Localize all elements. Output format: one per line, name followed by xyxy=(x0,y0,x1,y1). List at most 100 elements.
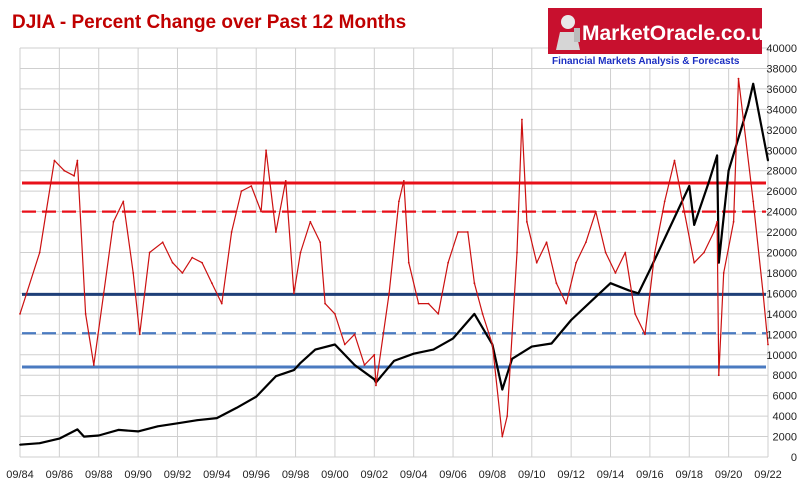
series-1-point-20 xyxy=(201,261,203,264)
series-1-point-36 xyxy=(343,343,346,346)
series-1-point-13 xyxy=(132,272,135,274)
series-0-point-41 xyxy=(708,181,710,183)
series-0-point-12 xyxy=(235,407,238,409)
series-1-point-68 xyxy=(624,251,627,254)
series-1-point-65 xyxy=(594,210,597,213)
series-1-point-17 xyxy=(171,261,174,264)
series-0-point-10 xyxy=(196,419,199,422)
series-0-point-14 xyxy=(274,375,277,378)
series-1-point-1 xyxy=(25,292,28,295)
series-1-point-57 xyxy=(521,118,523,121)
series-0-point-43 xyxy=(717,261,720,264)
series-0-point-31 xyxy=(550,342,553,345)
series-0-point-5 xyxy=(97,434,100,437)
y-tick-label-13: 26000 xyxy=(766,186,797,198)
y-tick-label-7: 14000 xyxy=(766,309,797,321)
series-1-point-46 xyxy=(427,302,430,305)
series-1-point-81 xyxy=(732,220,735,223)
series-1-point-2 xyxy=(38,251,41,254)
series-0-point-20 xyxy=(373,378,376,381)
series-1-point-55 xyxy=(506,415,509,417)
y-tick-label-11: 22000 xyxy=(766,227,797,239)
x-tick-label-11: 09/06 xyxy=(439,469,467,481)
series-1-point-66 xyxy=(604,251,607,254)
x-tick-label-14: 09/12 xyxy=(557,469,585,481)
series-0-point-32 xyxy=(570,319,573,321)
x-tick-label-3: 09/90 xyxy=(124,469,152,481)
series-1-point-74 xyxy=(683,210,686,213)
y-tick-label-2: 4000 xyxy=(773,411,797,423)
series-0-point-3 xyxy=(76,428,79,431)
series-0-point-24 xyxy=(432,348,435,351)
series-1-point-82 xyxy=(737,77,740,80)
series-1-point-43 xyxy=(402,180,405,182)
series-1-point-19 xyxy=(191,256,194,259)
series-1-point-58 xyxy=(525,220,528,223)
series-1-point-73 xyxy=(673,159,676,162)
chart-title: DJIA - Percent Change over Past 12 Month… xyxy=(12,12,406,33)
series-1-point-64 xyxy=(585,241,587,244)
series-1-point-18 xyxy=(181,272,184,274)
series-1-point-60 xyxy=(545,241,548,244)
series-1-point-33 xyxy=(319,241,322,244)
y-tick-label-20: 40000 xyxy=(766,43,797,55)
series-1-point-77 xyxy=(712,231,715,233)
series-line-0 xyxy=(19,82,770,446)
series-1-point-45 xyxy=(417,302,420,305)
x-tick-label-10: 09/04 xyxy=(400,469,428,481)
y-tick-label-6: 12000 xyxy=(766,329,797,341)
y-tick-label-16: 32000 xyxy=(766,125,797,137)
x-tick-label-7: 09/98 xyxy=(282,469,310,481)
series-0-point-7 xyxy=(137,430,140,433)
series-1-point-52 xyxy=(481,312,484,315)
series-0-point-34 xyxy=(609,282,612,285)
series-1-point-75 xyxy=(693,261,696,264)
series-1-point-76 xyxy=(703,251,705,254)
y-tick-label-0: 0 xyxy=(791,452,797,464)
series-1-point-21 xyxy=(211,282,213,285)
series-0-point-26 xyxy=(473,312,476,315)
series-1-point-51 xyxy=(473,282,476,285)
y-tick-label-9: 18000 xyxy=(766,268,797,280)
series-0-point-47 xyxy=(767,159,769,162)
series-1-point-35 xyxy=(334,312,336,315)
series-1-point-27 xyxy=(265,149,267,152)
series-1-point-70 xyxy=(644,333,646,336)
y-tick-label-15: 30000 xyxy=(766,145,797,157)
x-tick-label-13: 09/10 xyxy=(518,469,546,481)
series-lines xyxy=(19,77,770,446)
series-1-point-44 xyxy=(407,261,410,264)
brand-tagline: Financial Markets Analysis & Forecasts xyxy=(552,56,740,67)
brand-name: MarketOracle.co.uk xyxy=(582,22,776,45)
y-tick-label-10: 20000 xyxy=(766,248,797,260)
series-1-point-53 xyxy=(491,343,494,346)
series-1-point-8 xyxy=(84,312,87,315)
x-tick-label-2: 09/88 xyxy=(85,469,113,481)
series-0-point-6 xyxy=(117,429,120,431)
series-0-point-29 xyxy=(511,357,514,360)
series-1-point-39 xyxy=(373,353,376,356)
series-1-point-15 xyxy=(148,251,151,254)
series-0-point-17 xyxy=(314,348,317,351)
series-1-point-84 xyxy=(752,200,755,203)
series-1-point-40 xyxy=(375,384,377,387)
series-0-point-19 xyxy=(353,364,356,366)
y-tick-label-8: 16000 xyxy=(766,288,797,300)
series-0-point-11 xyxy=(215,417,218,420)
series-0-point-28 xyxy=(501,388,504,391)
series-1-point-61 xyxy=(555,282,558,285)
y-tick-label-18: 36000 xyxy=(766,84,797,96)
series-0-point-18 xyxy=(334,343,336,346)
series-1-point-38 xyxy=(363,364,366,366)
reference-lines xyxy=(22,181,766,369)
y-tick-label-12: 24000 xyxy=(766,207,797,219)
y-tick-label-4: 8000 xyxy=(773,370,797,382)
x-tick-label-17: 09/18 xyxy=(675,469,703,481)
series-1-point-71 xyxy=(653,251,656,254)
brand-banner[interactable]: MarketOracle.co.uk Financial Markets Ana… xyxy=(548,8,776,68)
series-1-point-10 xyxy=(102,292,105,295)
series-1-point-47 xyxy=(437,312,440,315)
series-1-point-0 xyxy=(19,312,21,315)
logo-figure-icon xyxy=(556,15,580,50)
series-0-point-39 xyxy=(688,185,691,187)
